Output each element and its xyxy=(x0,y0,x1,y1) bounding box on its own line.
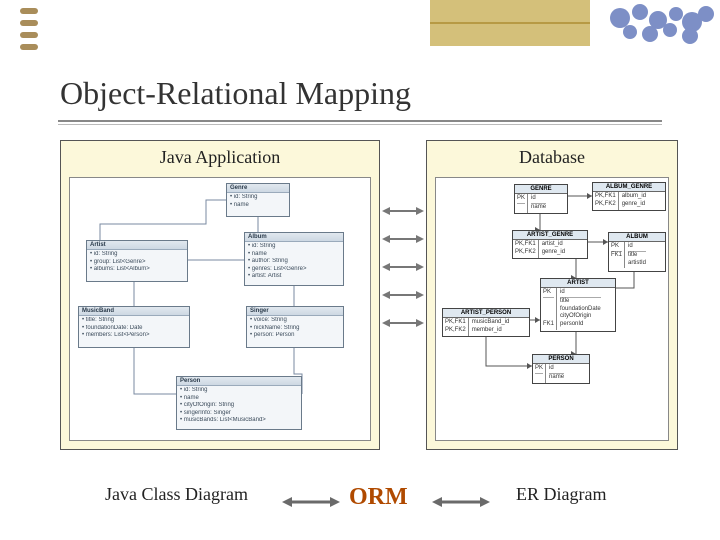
footer-label-left: Java Class Diagram xyxy=(105,484,248,505)
double-arrow-icon xyxy=(382,316,424,330)
decorative-header xyxy=(0,0,720,60)
uml-class-genre: Genre• id: String• name xyxy=(226,183,290,217)
panel-title-right: Database xyxy=(427,147,677,168)
panel-title-left: Java Application xyxy=(61,147,379,168)
class-diagram-canvas: Genre• id: String• name Artist• id: Strin… xyxy=(69,177,371,441)
java-application-panel: Java Application Genre• id: String• name… xyxy=(60,140,380,450)
double-arrow-icon xyxy=(382,204,424,218)
footer-label-orm: ORM xyxy=(349,484,408,511)
double-arrow-icon xyxy=(382,232,424,246)
title-rule xyxy=(58,120,662,122)
er-table-genre: GENREPK idname xyxy=(514,184,568,214)
uml-class-singer: Singer• voice: String• nickName: String•… xyxy=(246,306,344,348)
uml-class-musicband: MusicBand• title: String• foundationDate… xyxy=(78,306,190,348)
double-arrow-icon xyxy=(432,494,490,510)
er-table-artist: ARTISTPK FK1idtitlefoundationDatecityOfO… xyxy=(540,278,616,332)
uml-class-person: Person• id: String• name• cityOfOrigin: … xyxy=(176,376,302,430)
mapping-arrows xyxy=(382,190,424,344)
double-arrow-icon xyxy=(282,494,340,510)
title-rule-thin xyxy=(58,124,662,125)
er-table-album: ALBUMPKFK1 idtitleartistId xyxy=(608,232,666,272)
er-diagram-canvas: ALBUM_GENREPK,FK1PK,FK2album_idgenre_id G… xyxy=(435,177,669,441)
double-arrow-icon xyxy=(382,288,424,302)
er-table-person: PERSONPK idname xyxy=(532,354,590,384)
uml-class-artist: Artist• id: String• group: List<Genre>• … xyxy=(86,240,188,282)
database-panel: Database ALBUM_GENREPK,FK1PK,FK2album_id… xyxy=(426,140,678,450)
uml-class-album: Album• id: String• name• author: String•… xyxy=(244,232,344,286)
er-table-artist_genre: ARTIST_GENREPK,FK1PK,FK2artist_idgenre_i… xyxy=(512,230,588,259)
double-arrow-icon xyxy=(382,260,424,274)
footer-label-right: ER Diagram xyxy=(516,484,606,505)
page-title: Object-Relational Mapping xyxy=(60,75,411,112)
er-table-artist_person: ARTIST_PERSONPK,FK1PK,FK2musicBand_idmem… xyxy=(442,308,530,337)
er-table-album_genre: ALBUM_GENREPK,FK1PK,FK2album_idgenre_id xyxy=(592,182,666,211)
